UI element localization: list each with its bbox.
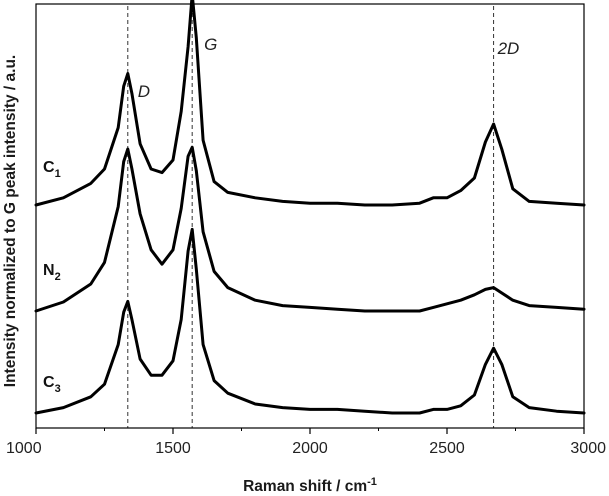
series-label-c3: C3 [43, 374, 61, 395]
series-label-n2: N2 [43, 262, 61, 283]
series-label-c1: C1 [43, 159, 61, 180]
peak-label-d: D [138, 82, 150, 101]
series-line-c3 [34, 0, 586, 207]
x-tick-label: 2500 [429, 440, 465, 457]
series-line-n2 [34, 145, 586, 313]
axis-ticks: 1000 1500 2000 2500 3000 [6, 428, 606, 457]
x-axis-title: Raman shift / cm-1 [243, 476, 377, 495]
series-line-c1 [34, 227, 586, 415]
x-tick-label: 1000 [6, 440, 42, 457]
x-tick-label: 3000 [570, 440, 606, 457]
peak-label-g: G [204, 35, 217, 54]
peak-label-2d: 2D [497, 39, 520, 58]
y-axis-title: Intensity normalized to G peak intensity… [2, 55, 19, 387]
x-axis-title-superscript: -1 [367, 476, 377, 488]
plot-area: D G 2D C1 N2 C3 [34, 0, 586, 428]
x-tick-label: 1500 [155, 440, 191, 457]
x-tick-label: 2000 [292, 440, 328, 457]
